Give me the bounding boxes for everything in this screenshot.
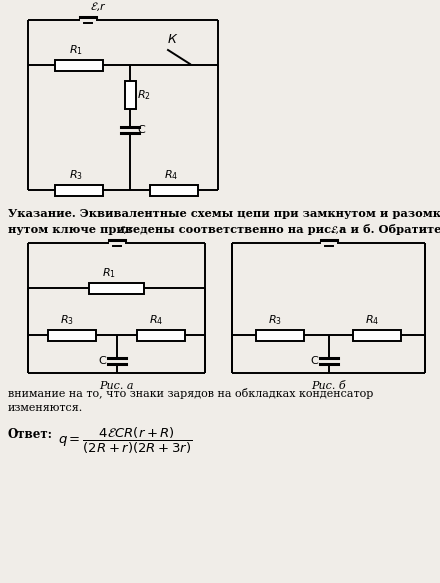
Text: C: C [311,356,318,366]
Text: внимание на то, что знаки зарядов на обкладках конденсатор: внимание на то, что знаки зарядов на обк… [8,388,374,399]
Bar [256,329,304,340]
Text: К: К [168,33,177,46]
Text: Ответ:: Ответ: [8,428,53,441]
Text: $q = \dfrac{4\mathcal{E}CR(r + R)}{(2R + r)(2R + 3r)}$: $q = \dfrac{4\mathcal{E}CR(r + R)}{(2R +… [58,426,192,456]
Bar [48,329,96,340]
Bar [150,184,198,195]
Text: $R_3$: $R_3$ [268,313,282,327]
Text: нутом ключе приведены соответственно на рис. а и б. Обратите: нутом ключе приведены соответственно на … [8,224,440,235]
Bar [55,184,103,195]
Bar [125,81,136,109]
Text: $R_4$: $R_4$ [365,313,379,327]
Text: $\mathcal{E}$,r: $\mathcal{E}$,r [330,224,346,236]
Text: Указание. Эквивалентные схемы цепи при замкнутом и разомк-: Указание. Эквивалентные схемы цепи при з… [8,208,440,219]
Text: $R_1$: $R_1$ [69,43,83,57]
Text: Рис. б: Рис. б [311,381,346,391]
Text: C: C [137,125,145,135]
Bar [353,329,401,340]
Text: $\mathcal{E}$,r: $\mathcal{E}$,r [118,224,134,236]
Text: $R_3$: $R_3$ [60,313,74,327]
Bar [89,283,144,293]
Bar [137,329,185,340]
Text: $R_3$: $R_3$ [69,168,83,182]
Text: $\mathcal{E}$,r: $\mathcal{E}$,r [90,0,107,13]
Text: $R_4$: $R_4$ [149,313,163,327]
Text: Рис. а: Рис. а [99,381,134,391]
Text: $R_2$: $R_2$ [137,88,151,102]
Text: $R_4$: $R_4$ [164,168,178,182]
Text: изменяются.: изменяются. [8,403,83,413]
Text: $R_1$: $R_1$ [103,266,117,280]
Text: C: C [99,356,106,366]
Bar [55,59,103,71]
